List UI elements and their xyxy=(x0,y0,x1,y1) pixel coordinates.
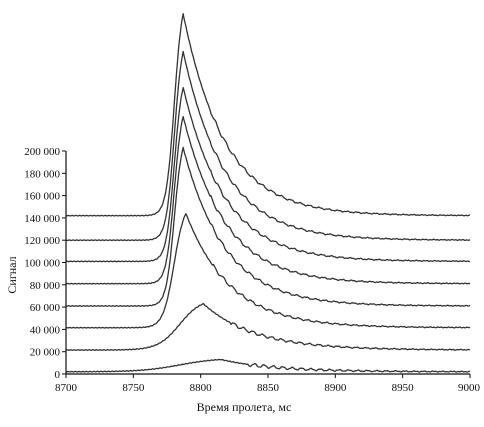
y-axis-ticks: 0 20 000 40 000 60 000 80 000 100 000 120 000 1… xyxy=(24,146,66,381)
y-tick-label: 60 000 xyxy=(30,302,61,314)
x-tick-label: 9000 xyxy=(458,382,481,394)
series-layer xyxy=(66,13,471,373)
x-tick-label: 8750 xyxy=(122,382,145,394)
series-line xyxy=(66,13,471,217)
series-line xyxy=(66,50,471,242)
x-tick-label: 8900 xyxy=(324,382,347,394)
y-axis-title: Сигнал xyxy=(5,256,19,293)
y-tick-label: 140 000 xyxy=(24,213,60,225)
y-tick-label: 120 000 xyxy=(24,235,60,247)
axes xyxy=(65,151,470,375)
y-tick-label: 160 000 xyxy=(24,191,60,203)
series-line xyxy=(66,358,471,373)
plot-area xyxy=(66,13,471,373)
series-line xyxy=(66,213,471,329)
y-tick-label: 180 000 xyxy=(24,168,60,180)
y-tick-label: 0 xyxy=(55,369,61,381)
x-tick-label: 8950 xyxy=(392,382,415,394)
x-tick-label: 8800 xyxy=(190,382,213,394)
series-line xyxy=(66,115,471,285)
x-axis-ticks: 8700 8750 8800 8850 8900 8950 9000 xyxy=(55,374,481,394)
y-tick-label: 200 000 xyxy=(24,146,60,158)
y-tick-label: 20 000 xyxy=(30,347,61,359)
series-line xyxy=(66,86,471,263)
series-line xyxy=(66,146,470,307)
x-tick-label: 8700 xyxy=(55,382,78,394)
series-line xyxy=(66,302,471,351)
x-tick-label: 8850 xyxy=(257,382,280,394)
y-tick-label: 80 000 xyxy=(30,280,61,292)
x-axis-title: Время пролета, мс xyxy=(197,400,292,414)
y-tick-label: 100 000 xyxy=(24,258,60,270)
y-tick-label: 40 000 xyxy=(30,324,61,336)
